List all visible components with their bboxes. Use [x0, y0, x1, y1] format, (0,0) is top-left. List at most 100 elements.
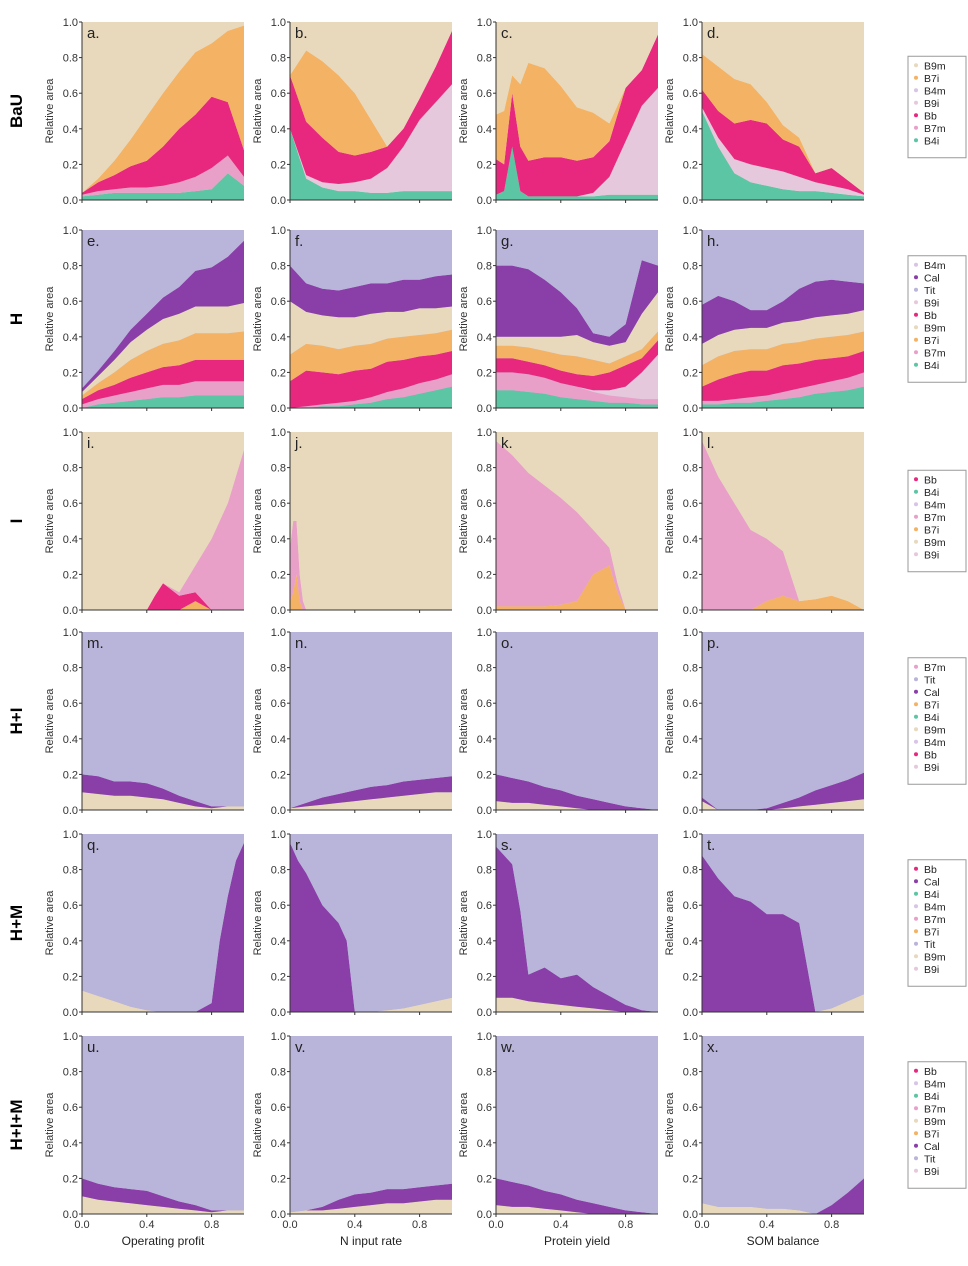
area-series-B7m: [82, 155, 244, 197]
legend-entry: B7i: [924, 524, 939, 536]
y-tick-label: 0.6: [477, 1102, 492, 1114]
y-tick-label: 0.4: [477, 534, 492, 546]
y-axis-label: Relative area: [458, 890, 470, 956]
area-series-Cal: [290, 1183, 452, 1213]
legend-marker: [914, 325, 918, 330]
legend-marker: [914, 75, 918, 80]
area-series-Tit: [290, 834, 452, 1012]
legend-marker: [914, 312, 918, 317]
area-series-Cal: [82, 774, 244, 809]
legend-entry: B7i: [924, 335, 939, 347]
y-tick-label: 0.4: [271, 1138, 286, 1150]
y-tick-label: 0.6: [63, 296, 78, 308]
area-series-B7i: [82, 25, 244, 193]
area-series-B9m: [82, 990, 244, 1012]
y-axis-label: Relative area: [458, 78, 470, 144]
legend-entry: B9i: [924, 549, 939, 561]
y-tick-label: 0.0: [63, 605, 78, 617]
area-series-Cal: [702, 279, 864, 344]
legend-entry: B4m: [924, 499, 946, 511]
area-series-B9m: [82, 432, 244, 610]
area-series-B9m: [290, 432, 452, 610]
legend-marker: [914, 954, 918, 959]
y-axis-label: Relative area: [252, 688, 264, 754]
area-series-B4i: [290, 386, 452, 408]
area-series-B9m: [82, 22, 244, 193]
x-tick-label: 0.4: [347, 1219, 362, 1231]
legend-entry: Bb: [924, 1066, 937, 1078]
y-tick-label: 0.6: [477, 498, 492, 510]
legend-entry: Bb: [924, 749, 937, 761]
area-series-B7m: [82, 381, 244, 408]
x-tick-label: 0.4: [553, 1219, 568, 1231]
y-axis-label: Relative area: [664, 1092, 676, 1158]
y-tick-label: 1.0: [683, 427, 698, 439]
legend-marker: [914, 1156, 918, 1161]
y-tick-label: 0.8: [63, 663, 78, 675]
legend-marker: [914, 966, 918, 971]
legend-marker: [914, 916, 918, 921]
area-series-Cal: [290, 842, 452, 1012]
y-tick-label: 0.4: [63, 734, 78, 746]
y-tick-label: 1.0: [271, 427, 286, 439]
y-tick-label: 0.6: [63, 1102, 78, 1114]
y-axis-label: Relative area: [252, 286, 264, 352]
y-tick-label: 0.2: [477, 1173, 492, 1185]
panel-p: 0.0 0.2 0.4 0.6 0.8 1.0 Relative area p.: [664, 627, 864, 817]
area-series-B9m: [496, 292, 658, 364]
area-series-Tit: [82, 632, 244, 807]
area-series-Tit: [496, 834, 658, 1012]
y-tick-label: 0.4: [683, 734, 698, 746]
y-tick-label: 0.4: [683, 1138, 698, 1150]
row-label: H: [7, 313, 26, 325]
y-tick-label: 0.8: [683, 663, 698, 675]
y-tick-label: 0.6: [683, 296, 698, 308]
y-tick-label: 1.0: [63, 1031, 78, 1043]
legend-entry: Cal: [924, 272, 940, 284]
legend-marker: [914, 113, 918, 118]
area-series-B7m: [702, 440, 864, 610]
area-series-B9m: [496, 997, 658, 1012]
y-tick-label: 1.0: [477, 1031, 492, 1043]
panel-letter: g.: [501, 233, 514, 250]
panel-letter: i.: [87, 435, 95, 452]
panel-f: 0.0 0.2 0.4 0.6 0.8 1.0 Relative area f.: [252, 225, 452, 415]
panel-o: 0.0 0.2 0.4 0.6 0.8 1.0 Relative area o.: [458, 627, 658, 817]
area-series-B9m: [702, 22, 864, 193]
area-series-B9m: [82, 303, 244, 396]
y-tick-label: 1.0: [271, 225, 286, 237]
legend-marker: [914, 941, 918, 946]
legend-entry: B4m: [924, 737, 946, 749]
legend-marker: [914, 1131, 918, 1136]
y-tick-label: 0.6: [271, 1102, 286, 1114]
y-tick-label: 1.0: [63, 627, 78, 639]
y-tick-label: 0.0: [271, 805, 286, 817]
y-tick-label: 0.6: [477, 698, 492, 710]
area-series-Bb: [82, 583, 244, 610]
area-series-Tit: [82, 230, 244, 389]
legend-marker: [914, 552, 918, 557]
y-tick-label: 1.0: [477, 427, 492, 439]
area-series-Tit: [82, 1036, 244, 1211]
panel-letter: s.: [501, 837, 513, 854]
y-tick-label: 0.2: [63, 1173, 78, 1185]
y-tick-label: 0.0: [683, 605, 698, 617]
x-tick-label: 0.8: [204, 1219, 219, 1231]
y-tick-label: 0.0: [683, 403, 698, 415]
panel-letter: b.: [295, 25, 308, 42]
area-series-B9m: [702, 1203, 864, 1214]
x-tick-label: 0.0: [74, 1219, 89, 1231]
area-series-B4i: [702, 386, 864, 408]
y-tick-label: 0.6: [271, 88, 286, 100]
area-series-B9m: [290, 1199, 452, 1214]
row-label: H+M: [7, 905, 26, 941]
y-tick-label: 0.4: [271, 534, 286, 546]
y-axis-label: Relative area: [252, 1092, 264, 1158]
panel-h: 0.0 0.2 0.4 0.6 0.8 1.0 Relative area h.: [664, 225, 864, 415]
legend-entry: B9i: [924, 1166, 939, 1178]
y-tick-label: 0.6: [683, 698, 698, 710]
legend-entry: Cal: [924, 687, 940, 699]
y-tick-label: 0.6: [271, 900, 286, 912]
y-tick-label: 0.2: [477, 971, 492, 983]
